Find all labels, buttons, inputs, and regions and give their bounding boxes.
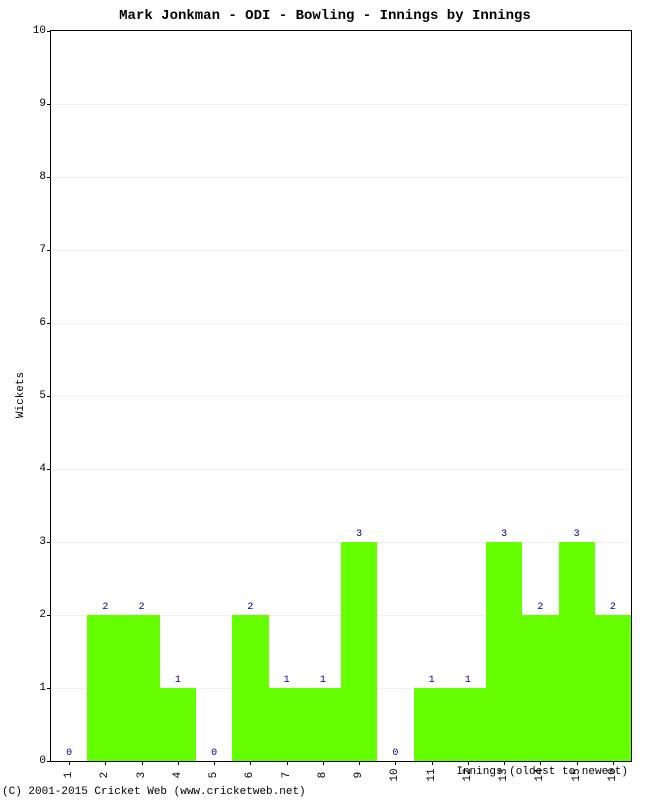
y-tick-label: 8: [26, 171, 46, 183]
x-tick-label: 5: [208, 765, 220, 785]
bar-value-label: 3: [501, 529, 507, 540]
bar: [559, 542, 595, 761]
y-tick-mark: [47, 761, 51, 762]
x-tick-label: 2: [99, 765, 111, 785]
bar-value-label: 1: [320, 675, 326, 686]
y-tick-label: 7: [26, 244, 46, 256]
gridline-h: [51, 177, 631, 178]
bar: [450, 688, 486, 761]
x-axis-label: Innings (oldest to newest): [456, 766, 628, 778]
bar-value-label: 2: [139, 602, 145, 613]
bar-value-label: 2: [102, 602, 108, 613]
y-tick-label: 2: [26, 609, 46, 621]
bar: [269, 688, 305, 761]
y-tick-mark: [47, 250, 51, 251]
bar-value-label: 0: [211, 748, 217, 759]
bar: [414, 688, 450, 761]
x-tick-label: 10: [389, 765, 401, 785]
bar-value-label: 1: [429, 675, 435, 686]
gridline-h: [51, 250, 631, 251]
y-tick-label: 3: [26, 536, 46, 548]
x-tick-label: 3: [136, 765, 148, 785]
y-tick-mark: [47, 104, 51, 105]
bar-value-label: 1: [284, 675, 290, 686]
x-tick-label: 4: [172, 765, 184, 785]
x-tick-label: 7: [281, 765, 293, 785]
bar-value-label: 3: [574, 529, 580, 540]
y-tick-mark: [47, 688, 51, 689]
bar-value-label: 2: [247, 602, 253, 613]
y-tick-label: 10: [26, 25, 46, 37]
bar: [160, 688, 196, 761]
bar-value-label: 3: [356, 529, 362, 540]
bar-value-label: 0: [392, 748, 398, 759]
gridline-h: [51, 323, 631, 324]
bar-value-label: 1: [465, 675, 471, 686]
copyright-text: (C) 2001-2015 Cricket Web (www.cricketwe…: [2, 786, 306, 798]
bar: [522, 615, 558, 761]
bar: [341, 542, 377, 761]
y-tick-mark: [47, 323, 51, 324]
y-tick-mark: [47, 542, 51, 543]
chart-container: Mark Jonkman - ODI - Bowling - Innings b…: [0, 0, 650, 800]
y-tick-mark: [47, 31, 51, 32]
bar-value-label: 2: [610, 602, 616, 613]
gridline-h: [51, 396, 631, 397]
y-tick-label: 4: [26, 463, 46, 475]
x-tick-label: 9: [353, 765, 365, 785]
y-tick-mark: [47, 177, 51, 178]
y-tick-label: 6: [26, 317, 46, 329]
y-tick-label: 1: [26, 682, 46, 694]
bar: [124, 615, 160, 761]
bar: [232, 615, 268, 761]
y-tick-mark: [47, 469, 51, 470]
gridline-h: [51, 469, 631, 470]
x-tick-label: 8: [317, 765, 329, 785]
chart-title: Mark Jonkman - ODI - Bowling - Innings b…: [0, 8, 650, 24]
bar: [486, 542, 522, 761]
bar: [305, 688, 341, 761]
bar-value-label: 0: [66, 748, 72, 759]
y-tick-label: 9: [26, 98, 46, 110]
bar-value-label: 2: [537, 602, 543, 613]
bar: [87, 615, 123, 761]
x-tick-label: 1: [63, 765, 75, 785]
bar: [595, 615, 631, 761]
y-tick-label: 0: [26, 755, 46, 767]
plot-area: 0123456789100122231405261718390101111123…: [50, 30, 632, 762]
gridline-h: [51, 104, 631, 105]
y-tick-label: 5: [26, 390, 46, 402]
bar-value-label: 1: [175, 675, 181, 686]
x-tick-label: 6: [244, 765, 256, 785]
y-tick-mark: [47, 396, 51, 397]
x-tick-label: 11: [426, 765, 438, 785]
y-tick-mark: [47, 615, 51, 616]
